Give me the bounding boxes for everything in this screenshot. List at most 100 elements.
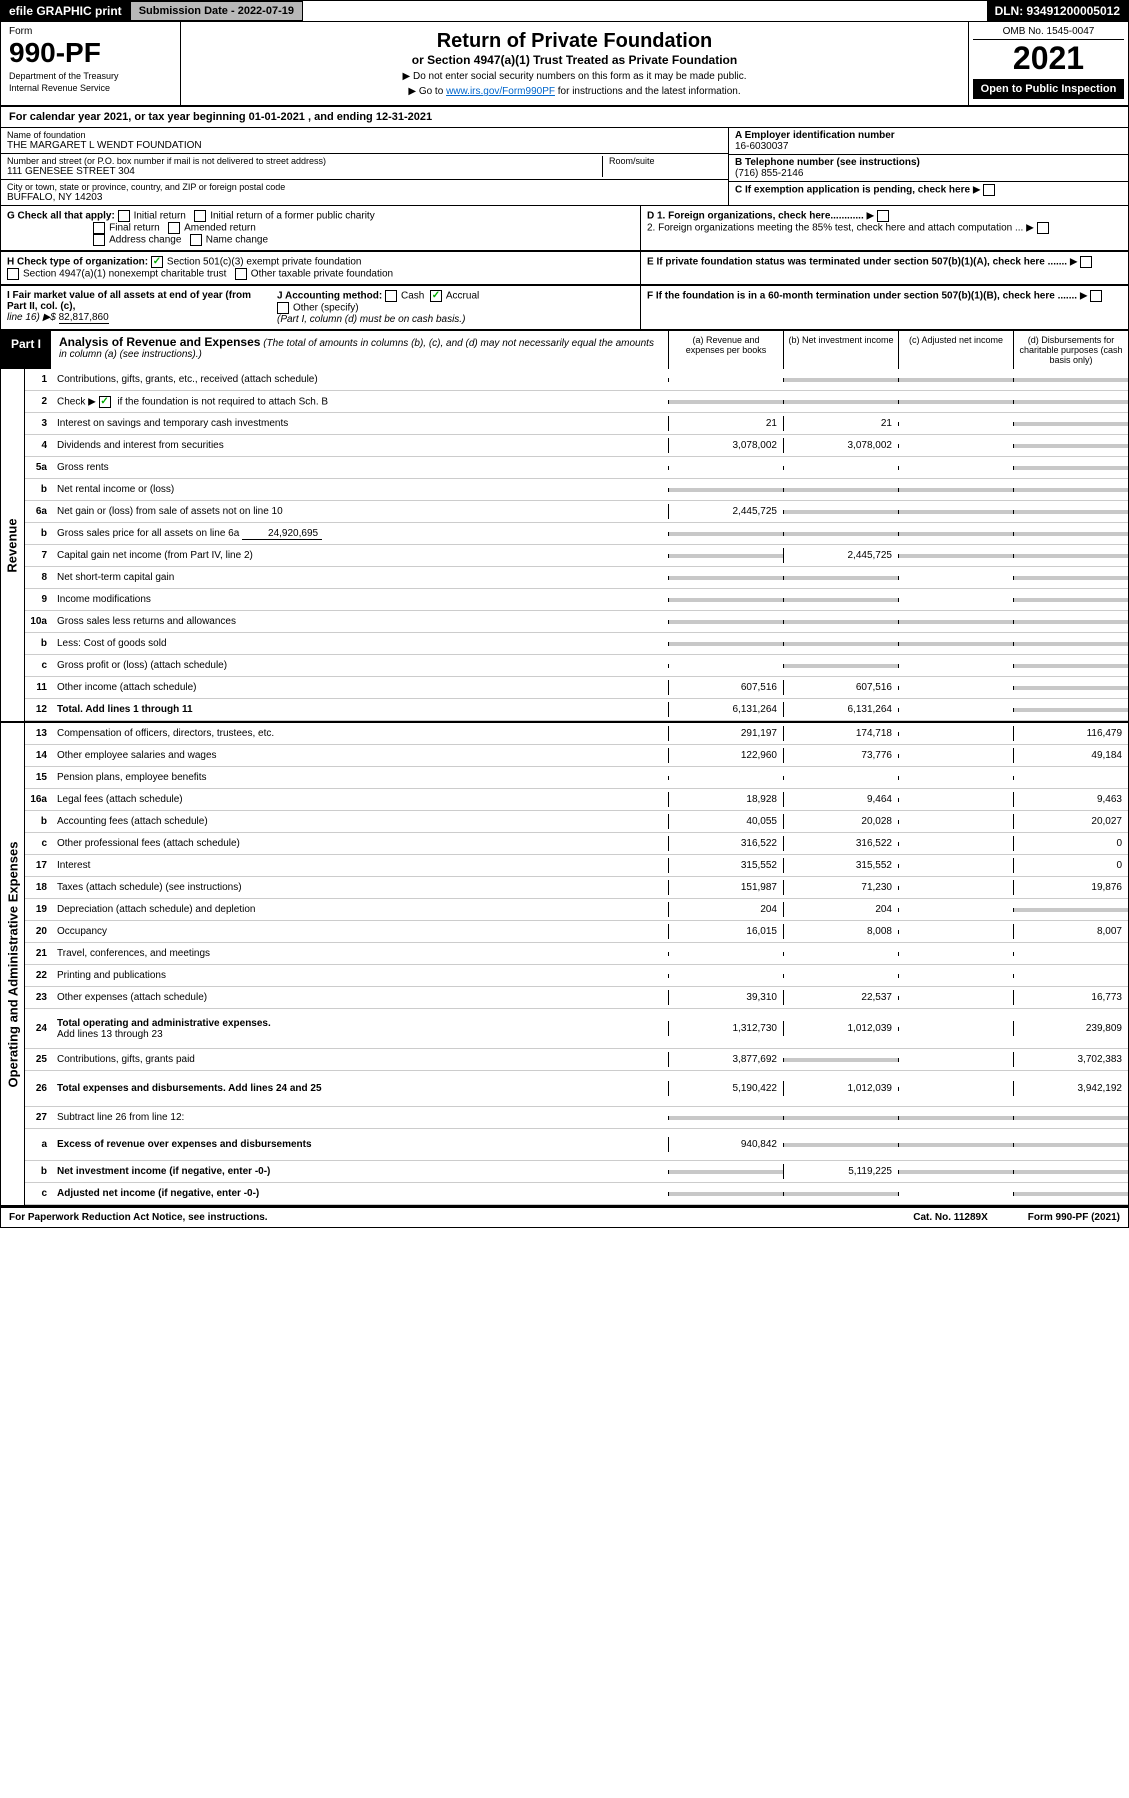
info-right: A Employer identification number 16-6030… [728, 128, 1128, 205]
footer-right: Form 990-PF (2021) [1028, 1212, 1120, 1223]
line-10b: bLess: Cost of goods sold [25, 633, 1128, 655]
g-address-check[interactable] [93, 234, 105, 246]
j-cash: Cash [401, 291, 424, 302]
line-7: 7Capital gain net income (from Part IV, … [25, 545, 1128, 567]
phone-label: B Telephone number (see instructions) [735, 157, 1122, 168]
line-25: 25Contributions, gifts, grants paid3,877… [25, 1049, 1128, 1071]
i-label: I Fair market value of all assets at end… [7, 290, 251, 312]
line-5b: bNet rental income or (loss) [25, 479, 1128, 501]
line-20: 20Occupancy16,0158,0088,007 [25, 921, 1128, 943]
d-section: D 1. Foreign organizations, check here..… [641, 206, 1128, 250]
instr-ssn: ▶ Do not enter social security numbers o… [189, 71, 960, 82]
col-d-header: (d) Disbursements for charitable purpose… [1013, 331, 1128, 369]
h-opt2: Section 4947(a)(1) nonexempt charitable … [23, 269, 226, 280]
line-10c: cGross profit or (loss) (attach schedule… [25, 655, 1128, 677]
c-label: C If exemption application is pending, c… [735, 185, 970, 196]
g-label: G Check all that apply: [7, 211, 115, 222]
g-amended-check[interactable] [168, 222, 180, 234]
d2-label: 2. Foreign organizations meeting the 85%… [647, 223, 1023, 234]
form-id-block: Form 990-PF Department of the Treasury I… [1, 22, 181, 105]
j-accrual-check[interactable] [430, 290, 442, 302]
addr-label: Number and street (or P.O. box number if… [7, 156, 602, 166]
dept-treasury: Department of the Treasury [9, 71, 172, 81]
g-opt-5: Name change [206, 235, 268, 246]
year-block: OMB No. 1545-0047 2021 Open to Public In… [968, 22, 1128, 105]
j-other-check[interactable] [277, 302, 289, 314]
revenue-table: Revenue 1Contributions, gifts, grants, e… [1, 369, 1128, 723]
h-opt1: Section 501(c)(3) exempt private foundat… [167, 257, 362, 268]
line-11: 11Other income (attach schedule)607,5166… [25, 677, 1128, 699]
form-header: Form 990-PF Department of the Treasury I… [1, 22, 1128, 107]
g-opt-4: Address change [109, 235, 181, 246]
line-16a: 16aLegal fees (attach schedule)18,9289,4… [25, 789, 1128, 811]
line-21: 21Travel, conferences, and meetings [25, 943, 1128, 965]
foundation-city: BUFFALO, NY 14203 [7, 192, 722, 203]
ij-section: I Fair market value of all assets at end… [1, 286, 641, 329]
expense-table: Operating and Administrative Expenses 13… [1, 723, 1128, 1207]
g-section: G Check all that apply: Initial return I… [1, 206, 641, 250]
part1-label: Part I [1, 331, 51, 369]
room-label: Room/suite [609, 156, 722, 166]
line-14: 14Other employee salaries and wages122,9… [25, 745, 1128, 767]
footer-catno: Cat. No. 11289X [913, 1212, 987, 1223]
g-initial-former-check[interactable] [194, 210, 206, 222]
form-page: efile GRAPHIC print Submission Date - 20… [0, 0, 1129, 1228]
j-other: Other (specify) [293, 303, 359, 314]
ein-value: 16-6030037 [735, 141, 1122, 152]
line-17: 17Interest315,552315,5520 [25, 855, 1128, 877]
g-opt-3: Amended return [184, 223, 256, 234]
instr-prefix: ▶ Go to [408, 86, 446, 97]
form-subtitle: or Section 4947(a)(1) Trust Treated as P… [189, 53, 960, 67]
expense-body: 13Compensation of officers, directors, t… [25, 723, 1128, 1205]
form-label: Form [9, 26, 172, 37]
cal-prefix: For calendar year 2021, or tax year begi… [9, 111, 249, 123]
g-initial-check[interactable] [118, 210, 130, 222]
instr-suffix: for instructions and the latest informat… [558, 86, 741, 97]
ij-row: I Fair market value of all assets at end… [1, 286, 1128, 331]
omb-number: OMB No. 1545-0047 [973, 26, 1124, 40]
revenue-body: 1Contributions, gifts, grants, etc., rec… [25, 369, 1128, 721]
line-24: 24Total operating and administrative exp… [25, 1009, 1128, 1049]
line-27: 27Subtract line 26 from line 12: [25, 1107, 1128, 1129]
c-checkbox[interactable] [983, 184, 995, 196]
line2-check[interactable] [99, 396, 111, 408]
name-label: Name of foundation [7, 130, 722, 140]
line-27a: aExcess of revenue over expenses and dis… [25, 1129, 1128, 1161]
j-cash-check[interactable] [385, 290, 397, 302]
dln-number: DLN: 93491200005012 [987, 1, 1128, 21]
e-checkbox[interactable] [1080, 256, 1092, 268]
info-left: Name of foundation THE MARGARET L WENDT … [1, 128, 728, 205]
line-6b: bGross sales price for all assets on lin… [25, 523, 1128, 545]
calendar-year-row: For calendar year 2021, or tax year begi… [1, 107, 1128, 128]
instr-link: ▶ Go to www.irs.gov/Form990PF for instru… [189, 86, 960, 97]
h-opt3: Other taxable private foundation [251, 269, 393, 280]
revenue-vert-label: Revenue [1, 369, 25, 721]
cal-begin: 01-01-2021 [249, 111, 305, 123]
e-section: E If private foundation status was termi… [641, 252, 1128, 284]
name-cell: Name of foundation THE MARGARET L WENDT … [1, 128, 728, 154]
h-4947-check[interactable] [7, 268, 19, 280]
submission-date: Submission Date - 2022-07-19 [130, 1, 303, 21]
d1-checkbox[interactable] [877, 210, 889, 222]
g-opt-1: Initial return of a former public charit… [210, 211, 375, 222]
line-1: 1Contributions, gifts, grants, etc., rec… [25, 369, 1128, 391]
foundation-info: Name of foundation THE MARGARET L WENDT … [1, 128, 1128, 206]
j-label: J Accounting method: [277, 291, 382, 302]
g-final-check[interactable] [93, 222, 105, 234]
g-name-check[interactable] [190, 234, 202, 246]
ein-label: A Employer identification number [735, 130, 1122, 141]
city-cell: City or town, state or province, country… [1, 180, 728, 205]
col-c-header: (c) Adjusted net income [898, 331, 1013, 369]
h-label: H Check type of organization: [7, 257, 148, 268]
g-opt-2: Final return [109, 223, 160, 234]
part1-title-block: Analysis of Revenue and Expenses (The to… [51, 331, 668, 369]
h-501c3-check[interactable] [151, 256, 163, 268]
line-3: 3Interest on savings and temporary cash … [25, 413, 1128, 435]
d1-label: D 1. Foreign organizations, check here..… [647, 211, 864, 222]
line-27b: bNet investment income (if negative, ent… [25, 1161, 1128, 1183]
irs-link[interactable]: www.irs.gov/Form990PF [446, 86, 555, 97]
h-other-check[interactable] [235, 268, 247, 280]
f-checkbox[interactable] [1090, 290, 1102, 302]
i-line-label: line 16) ▶$ [7, 312, 59, 323]
d2-checkbox[interactable] [1037, 222, 1049, 234]
